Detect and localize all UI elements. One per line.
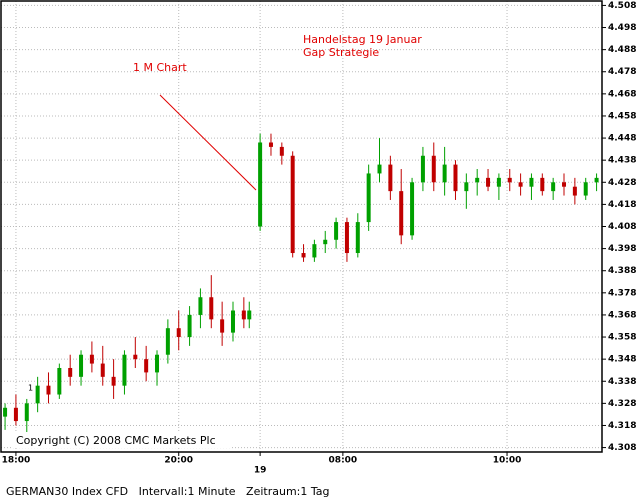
candle-body xyxy=(24,403,29,422)
candle-body xyxy=(241,310,246,320)
candle-body xyxy=(79,354,84,377)
candle-body xyxy=(540,177,545,192)
candles xyxy=(3,133,599,435)
y-tick-label: 4.498 xyxy=(608,23,636,33)
candle-body xyxy=(388,164,393,192)
candle-body xyxy=(100,363,105,377)
x-tick-label: 08:00 xyxy=(329,456,358,466)
annotation: 1 M Chart xyxy=(133,61,187,74)
y-tick-label: 4.308 xyxy=(608,443,636,453)
candle-body xyxy=(312,244,317,258)
annotation: Handelstag 19 Januar xyxy=(303,33,422,46)
x-tick-label: 10:00 xyxy=(493,456,522,466)
candle-body xyxy=(35,385,40,404)
candle-body xyxy=(133,354,138,360)
copyright-box xyxy=(12,432,230,448)
candle-body xyxy=(431,155,436,183)
annotation: 1 xyxy=(28,384,33,393)
candle-body xyxy=(486,177,491,187)
candle-body xyxy=(344,222,349,254)
candle-body xyxy=(410,182,415,236)
candle-body xyxy=(583,182,588,196)
candle-body xyxy=(279,146,284,156)
candle-body xyxy=(464,182,469,192)
candle-body xyxy=(594,177,599,183)
y-tick-label: 4.508 xyxy=(608,1,636,11)
y-tick-label: 4.388 xyxy=(608,266,636,276)
y-tick-label: 4.338 xyxy=(608,377,636,387)
x-tick-label: 20:00 xyxy=(164,456,193,466)
candle-body xyxy=(111,376,116,386)
candle-body xyxy=(475,177,480,183)
y-tick-label: 4.378 xyxy=(608,288,636,298)
candle-body xyxy=(301,253,306,258)
candle-body xyxy=(268,142,273,147)
x-tick-label: 18:00 xyxy=(2,456,31,466)
candle-body xyxy=(518,182,523,187)
footer: GERMAN30 Index CFD Intervall:1 Minute Ze… xyxy=(6,485,330,498)
candle-body xyxy=(366,173,371,223)
candle-body xyxy=(209,297,214,320)
candle-body xyxy=(507,177,512,183)
candle-body xyxy=(144,359,149,373)
y-tick-label: 4.398 xyxy=(608,244,636,254)
candle-body xyxy=(230,310,235,333)
y-tick-label: 4.348 xyxy=(608,355,636,365)
candle-body xyxy=(176,328,181,338)
candle-body xyxy=(399,191,404,236)
candle-body xyxy=(187,314,192,338)
y-tick-label: 4.318 xyxy=(608,421,636,431)
x-tick-label: 19 xyxy=(254,466,267,476)
y-tick-label: 4.368 xyxy=(608,310,636,320)
candle-body xyxy=(165,328,170,355)
candle-body xyxy=(247,310,252,320)
y-tick-label: 4.468 xyxy=(608,89,636,99)
candle-body xyxy=(496,177,501,187)
candle-body xyxy=(551,182,556,192)
y-tick-label: 4.358 xyxy=(608,333,636,343)
candle-body xyxy=(220,319,225,333)
candle-body xyxy=(334,222,339,240)
y-tick-label: 4.328 xyxy=(608,399,636,409)
candle-body xyxy=(529,177,534,187)
y-tick-label: 4.448 xyxy=(608,134,636,144)
candle-body xyxy=(442,164,447,183)
candle-body xyxy=(68,367,73,377)
annotation: Gap Strategie xyxy=(303,46,379,59)
candle-body xyxy=(562,182,567,187)
candle-body xyxy=(89,354,94,364)
y-tick-label: 4.428 xyxy=(608,178,636,188)
candle-body xyxy=(323,239,328,245)
y-tick-label: 4.478 xyxy=(608,67,636,77)
candle-body xyxy=(420,155,425,183)
candle-body xyxy=(258,142,263,227)
candle-body xyxy=(46,385,51,395)
candle-body xyxy=(122,354,127,386)
candle-body xyxy=(155,354,160,373)
candle-body xyxy=(290,155,295,254)
y-tick-label: 4.488 xyxy=(608,45,636,55)
y-tick-label: 4.458 xyxy=(608,111,636,121)
candle-body xyxy=(355,222,360,254)
copyright: Copyright (C) 2008 CMC Markets Plc xyxy=(16,434,216,447)
candle-body xyxy=(13,407,18,422)
candle-body xyxy=(198,297,203,315)
candle-body xyxy=(377,164,382,174)
candle-body xyxy=(453,164,458,192)
arrow xyxy=(159,94,257,191)
y-tick-label: 4.418 xyxy=(608,200,636,210)
y-tick-label: 4.438 xyxy=(608,156,636,166)
candle-body xyxy=(57,367,62,395)
candle-body xyxy=(3,407,8,417)
candle-body xyxy=(572,186,577,196)
y-tick-label: 4.408 xyxy=(608,222,636,232)
